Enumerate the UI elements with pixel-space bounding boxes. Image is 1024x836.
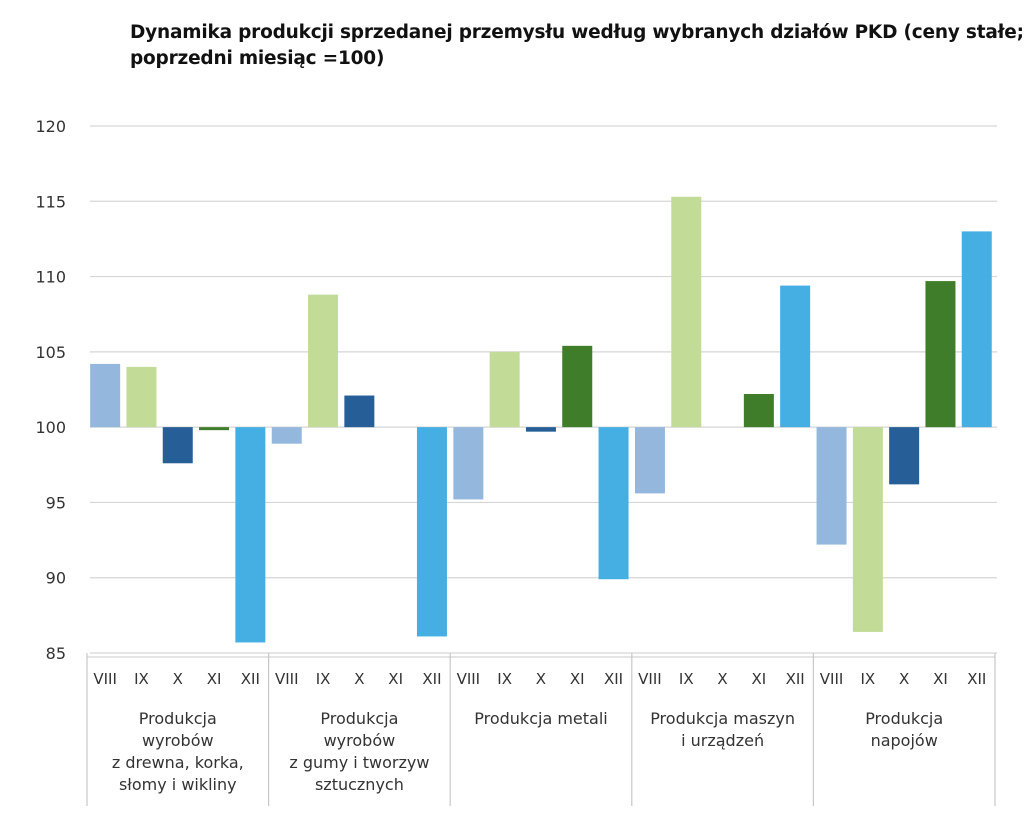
y-tick-label-115: 115 xyxy=(35,192,66,211)
group-label-g2-line-1: Produkcja xyxy=(320,709,398,728)
month-label-g2-XI: XI xyxy=(388,670,403,688)
group-label-g1-line-1: Produkcja xyxy=(139,709,217,728)
category-axis: VIII IX X XI XII Produkcja wyrobów z drewna, ko… xyxy=(86,653,996,806)
month-label-g3-XII: XII xyxy=(604,670,623,688)
group-label-g2-line-3: z gumy i tworzyw xyxy=(289,753,429,772)
month-label-g4-XII: XII xyxy=(786,670,805,688)
chart-title-line-2: poprzedni miesiąc =100) xyxy=(130,48,385,69)
bar-g3-IX xyxy=(489,351,520,428)
month-label-g2-IX: IX xyxy=(316,670,331,688)
bar-g5-X xyxy=(889,427,920,485)
bar-g5-XI xyxy=(925,281,956,428)
bar-g5-XII xyxy=(961,231,992,428)
y-tick-label-90: 90 xyxy=(46,569,66,588)
bar-g5-IX xyxy=(852,427,883,632)
bar-g2-IX xyxy=(308,294,339,428)
month-label-g1-XI: XI xyxy=(207,670,222,688)
chart-title-line-1: Dynamika produkcji sprzedanej przemysłu … xyxy=(130,22,1024,43)
bar-g4-XII xyxy=(780,285,811,428)
month-label-g1-X: X xyxy=(173,670,183,688)
month-label-g1-IX: IX xyxy=(134,670,149,688)
bar-g3-VIII xyxy=(453,427,484,500)
bar-g2-XII xyxy=(416,427,447,637)
month-label-g3-IX: IX xyxy=(497,670,512,688)
y-tick-label-110: 110 xyxy=(35,268,66,287)
month-label-g2-VIII: VIII xyxy=(275,670,299,688)
month-label-g5-IX: IX xyxy=(860,670,875,688)
group-label-g5-line-1: Produkcja xyxy=(865,709,943,728)
group-label-g2-line-2: wyrobów xyxy=(324,731,396,750)
month-label-g5-XI: XI xyxy=(933,670,948,688)
y-tick-label-100: 100 xyxy=(35,418,66,437)
group-label-g1-line-4: słomy i wikliny xyxy=(119,775,237,794)
month-label-g3-VIII: VIII xyxy=(457,670,481,688)
month-label-g4-X: X xyxy=(717,670,727,688)
month-label-g2-X: X xyxy=(354,670,364,688)
y-tick-label-85: 85 xyxy=(46,644,66,663)
y-tick-label-120: 120 xyxy=(35,117,66,136)
bar-g3-X xyxy=(525,427,556,432)
month-label-g4-XI: XI xyxy=(751,670,766,688)
group-label-g3-line-1: Produkcja metali xyxy=(474,709,607,728)
month-label-g4-VIII: VIII xyxy=(638,670,662,688)
month-label-g4-IX: IX xyxy=(679,670,694,688)
bar-g1-XI xyxy=(199,427,230,431)
bar-g4-IX xyxy=(671,196,702,428)
group-label-g5-line-2: napojów xyxy=(871,731,938,750)
y-tick-label-105: 105 xyxy=(35,343,66,362)
group-label-g1-line-2: wyrobów xyxy=(142,731,214,750)
bar-g3-XII xyxy=(598,427,629,580)
bar-g3-XI xyxy=(562,345,593,428)
month-label-g5-VIII: VIII xyxy=(820,670,844,688)
y-axis-tick-labels: 85 90 95 100 105 110 115 120 xyxy=(35,117,66,663)
bars xyxy=(90,196,992,643)
group-label-g1-line-3: z drewna, korka, xyxy=(112,753,244,772)
bar-g1-IX xyxy=(126,366,157,428)
bar-g4-VIII xyxy=(634,427,665,494)
bar-g1-XII xyxy=(235,427,266,643)
month-label-g5-X: X xyxy=(899,670,909,688)
month-label-g3-X: X xyxy=(536,670,546,688)
group-label-g4-line-2: i urządzeń xyxy=(681,731,764,750)
month-label-g1-VIII: VIII xyxy=(93,670,117,688)
month-label-g3-XI: XI xyxy=(570,670,585,688)
group-label-g4-line-1: Produkcja maszyn xyxy=(650,709,795,728)
month-label-g1-XII: XII xyxy=(241,670,260,688)
chart-title: Dynamika produkcji sprzedanej przemysłu … xyxy=(130,20,1024,72)
bar-g1-VIII xyxy=(90,363,121,428)
month-label-g2-XII: XII xyxy=(422,670,441,688)
bar-g1-X xyxy=(162,427,193,464)
bar-g5-VIII xyxy=(816,427,847,545)
month-label-g5-XII: XII xyxy=(967,670,986,688)
y-tick-label-95: 95 xyxy=(46,493,66,512)
bar-g2-X xyxy=(344,395,375,428)
bar-g2-VIII xyxy=(271,427,302,444)
group-label-g2-line-4: sztucznych xyxy=(315,775,404,794)
bar-g4-XI xyxy=(743,394,774,428)
